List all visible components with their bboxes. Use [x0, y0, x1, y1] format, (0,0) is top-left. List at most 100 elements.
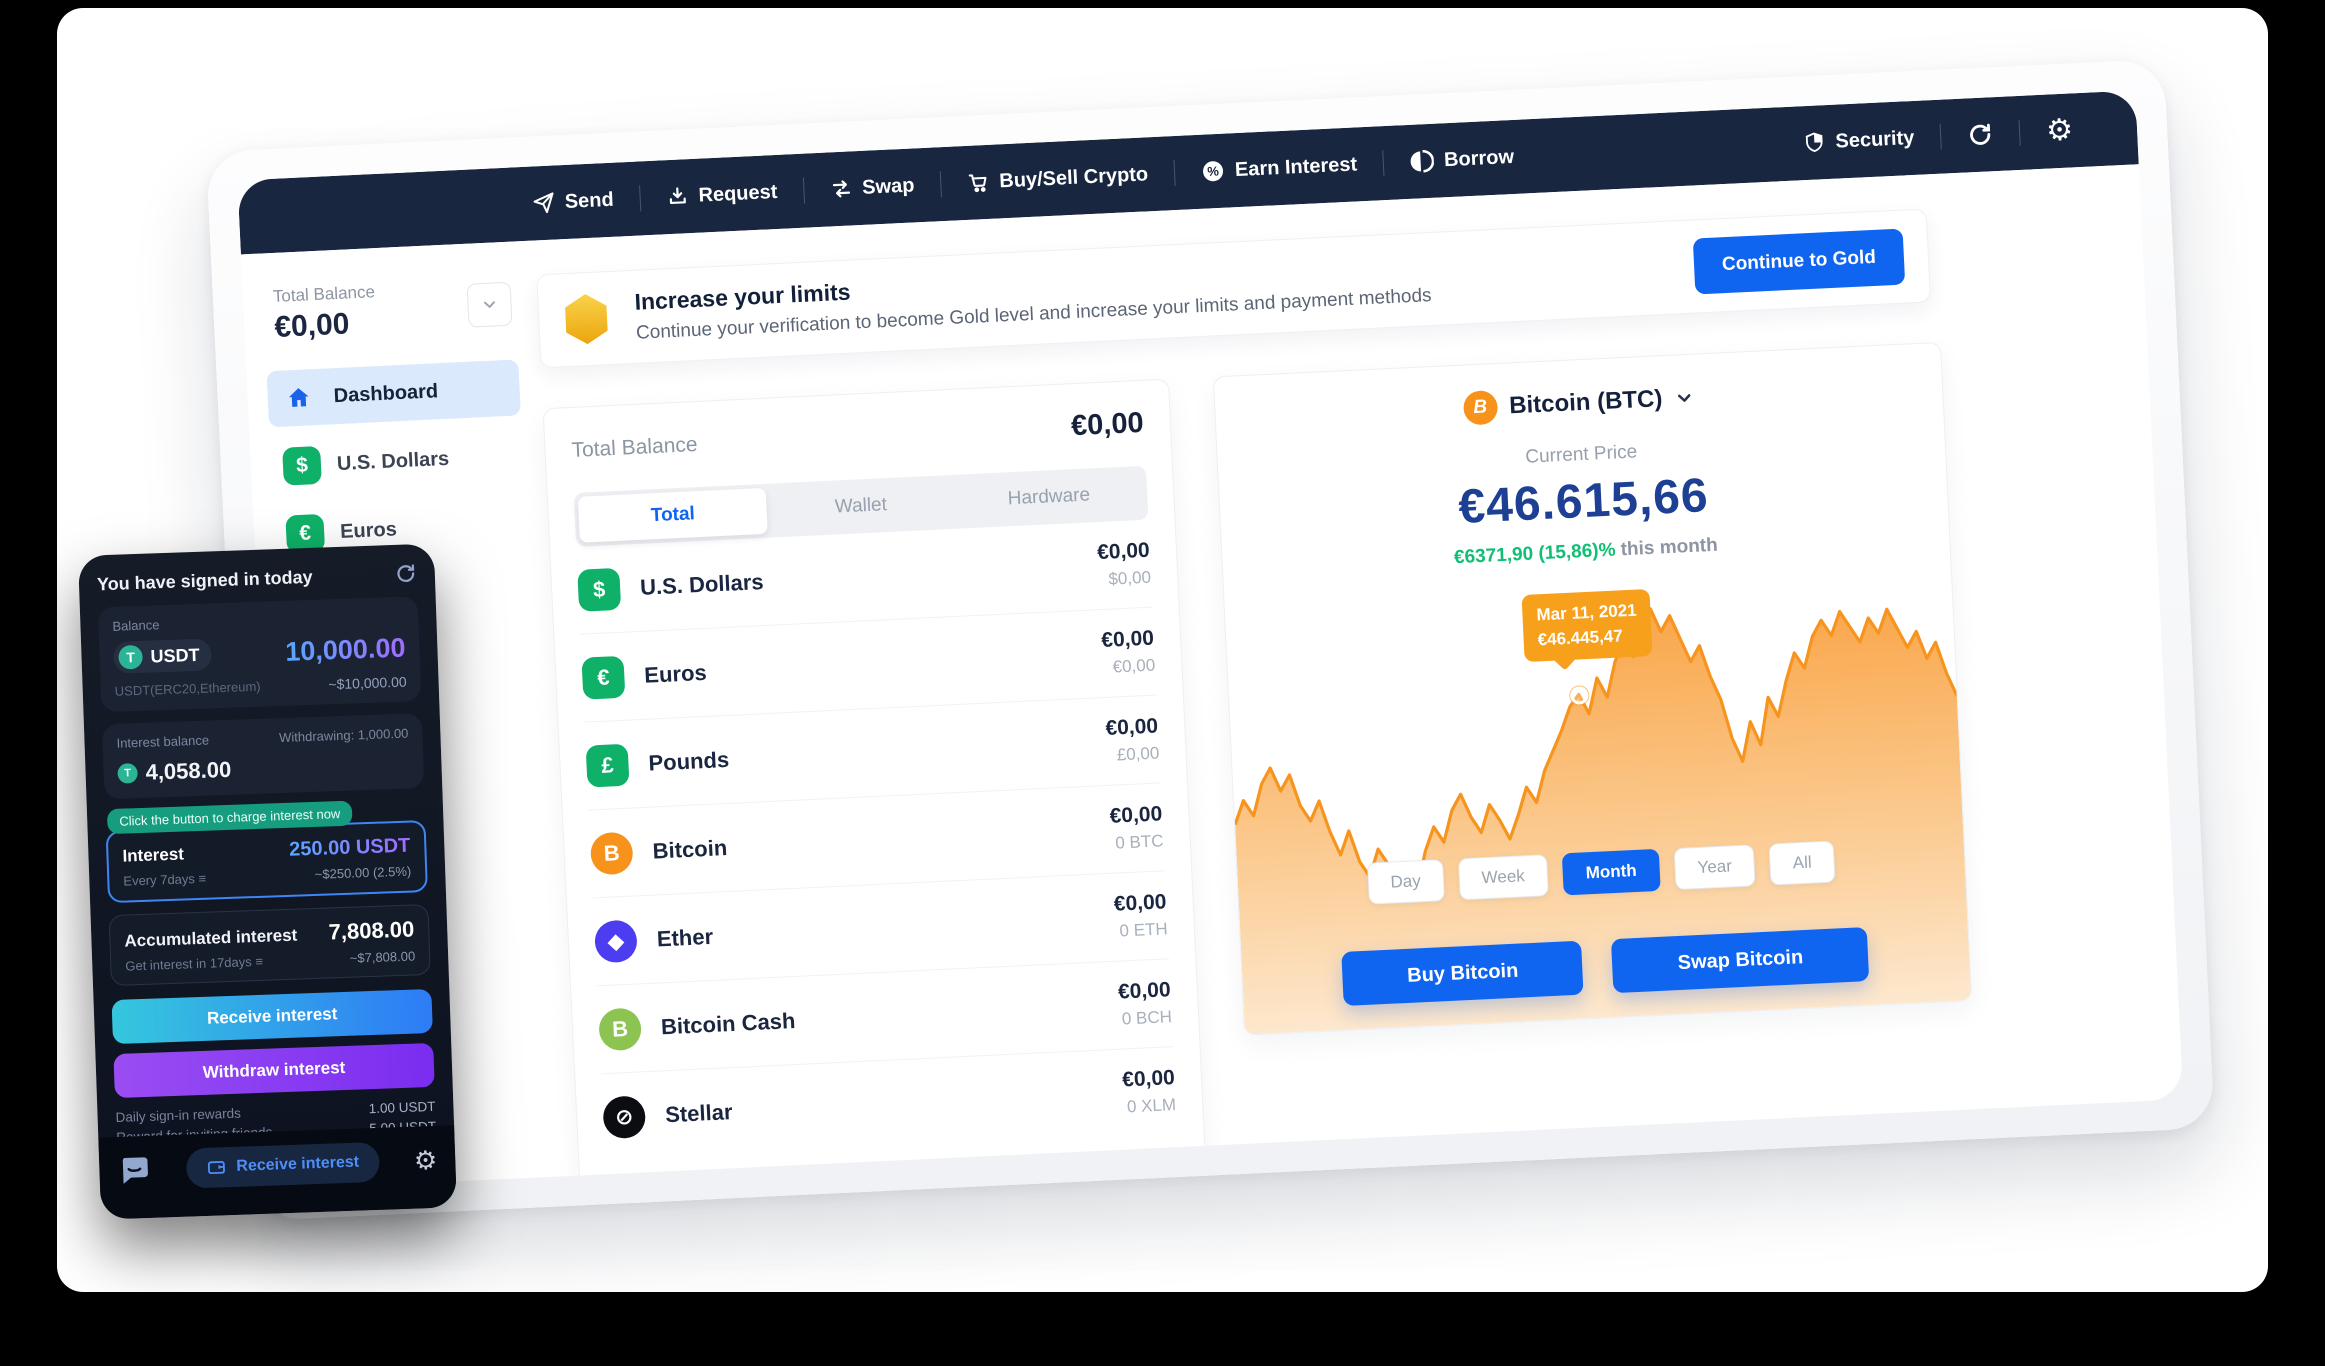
- period-all[interactable]: All: [1768, 840, 1836, 886]
- top-nav: Send Request Swap: [237, 90, 2139, 255]
- withdrawing-label: Withdrawing: 1,000.00: [278, 725, 409, 746]
- accumulated-period: Get interest in 17days ≡: [125, 953, 264, 974]
- cart-icon: [967, 171, 990, 194]
- refresh-icon: [1967, 121, 1994, 148]
- interest-value: 250.00 USDT: [288, 834, 411, 861]
- gear-icon[interactable]: ⚙: [413, 1144, 438, 1176]
- top-nav-actions: Send Request Swap: [506, 143, 1540, 218]
- chat-icon[interactable]: [117, 1153, 152, 1188]
- price-change-value: €6371,90 (15,86)%: [1453, 539, 1616, 569]
- sidebar-item-label: Dashboard: [333, 379, 439, 407]
- sidebar-menu: Dashboard $ U.S. Dollars € Euros £ Pou: [266, 359, 533, 699]
- tether-icon: T: [117, 763, 138, 784]
- sidebar-item-us-dollars[interactable]: $ U.S. Dollars: [270, 427, 524, 495]
- nav-buy-sell-crypto[interactable]: Buy/Sell Crypto: [941, 162, 1175, 196]
- borrow-icon: [1410, 149, 1435, 174]
- fiat-equivalent: ~$10,000.00: [328, 673, 407, 693]
- chevron-down-icon: [483, 301, 495, 308]
- desktop-app-window: Send Request Swap: [206, 58, 2215, 1221]
- nav-swap-label: Swap: [861, 173, 915, 199]
- refresh-icon[interactable]: [394, 562, 417, 585]
- tab-hardware[interactable]: Hardware: [1007, 484, 1091, 510]
- nav-request[interactable]: Request: [640, 179, 804, 210]
- sidebar-item-label: U.S. Dollars: [336, 447, 450, 475]
- accumulated-title: Accumulated interest: [124, 925, 298, 951]
- period-month[interactable]: Month: [1561, 848, 1661, 896]
- main-content: Increase your limits Continue your verif…: [535, 174, 1978, 1190]
- asset-symbol: USDT: [150, 644, 200, 667]
- app-frame: Send Request Swap: [237, 90, 2184, 1190]
- accumulated-value: 7,808.00: [328, 916, 415, 945]
- nav-send[interactable]: Send: [506, 187, 640, 216]
- coin-name: Bitcoin (BTC): [1508, 385, 1664, 420]
- nav-buy-sell-label: Buy/Sell Crypto: [998, 162, 1149, 192]
- period-year[interactable]: Year: [1673, 844, 1756, 891]
- nav-swap[interactable]: Swap: [804, 173, 941, 202]
- bitcoin-icon: B: [589, 831, 634, 876]
- chevron-down-icon: [1677, 394, 1691, 402]
- request-icon: [666, 185, 689, 208]
- nav-borrow[interactable]: Borrow: [1384, 144, 1541, 175]
- nav-borrow-label: Borrow: [1443, 145, 1515, 171]
- bottom-receive-interest-button[interactable]: Receive interest: [185, 1141, 380, 1189]
- app-body: Total Balance €0,00 Dashboard: [240, 164, 2184, 1190]
- svg-text:%: %: [1207, 163, 1220, 179]
- settings-button[interactable]: ⚙: [2020, 113, 2100, 148]
- total-balance-value: €0,00: [273, 307, 351, 344]
- receive-interest-button[interactable]: Receive interest: [111, 988, 433, 1045]
- continue-to-gold-button[interactable]: Continue to Gold: [1692, 228, 1906, 295]
- balance-panel: Total Balance €0,00 Total Wallet Hardwar…: [542, 378, 1208, 1190]
- period-week[interactable]: Week: [1457, 854, 1549, 901]
- interest-balance-card: Interest balance Withdrawing: 1,000.00 T…: [101, 713, 425, 800]
- interest-fiat: ~$250.00 (2.5%): [314, 863, 412, 882]
- balance-card: Balance T USDT 10,000.00 USDT(ERC20,Ethe…: [97, 596, 422, 713]
- nav-earn-interest[interactable]: % Earn Interest: [1175, 151, 1384, 185]
- gear-icon: ⚙: [2045, 113, 2074, 148]
- wallet-icon: [206, 1157, 227, 1178]
- price-chart[interactable]: Mar 11, 2021 €46.445,47: [1223, 549, 1972, 1035]
- nav-earn-label: Earn Interest: [1234, 152, 1358, 181]
- tab-total[interactable]: Total: [577, 487, 768, 543]
- refresh-button[interactable]: [1941, 120, 2020, 150]
- phone-frame: You have signed in today Balance T USDT …: [78, 543, 457, 1220]
- balance-collapse-button[interactable]: [466, 281, 513, 328]
- mobile-app-overlay: You have signed in today Balance T USDT …: [69, 543, 457, 1220]
- nav-request-label: Request: [697, 180, 778, 207]
- swap-icon: [830, 177, 853, 200]
- panel-title: Total Balance: [571, 432, 699, 462]
- coin-selector[interactable]: B Bitcoin (BTC): [1215, 369, 1943, 437]
- buy-bitcoin-button[interactable]: Buy Bitcoin: [1341, 940, 1584, 1006]
- period-day[interactable]: Day: [1366, 859, 1445, 905]
- chart-area-fill: [1234, 608, 1972, 1035]
- sidebar-total-balance: Total Balance €0,00: [272, 282, 377, 345]
- bitcoin-cash-icon: B: [598, 1006, 643, 1051]
- signin-status: You have signed in today: [96, 566, 313, 594]
- nav-security-label: Security: [1834, 126, 1915, 153]
- dollar-icon: $: [282, 445, 322, 486]
- nav-send-label: Send: [564, 188, 615, 213]
- asset-selector[interactable]: T USDT: [113, 638, 213, 674]
- panel-total-value: €0,00: [1070, 406, 1145, 443]
- nav-security[interactable]: Security: [1777, 125, 1941, 156]
- price-line: [1226, 594, 1965, 902]
- accumulated-interest-card: Accumulated interest 7,808.00 Get intere…: [108, 903, 431, 987]
- accumulated-fiat: ~$7,808.00: [349, 948, 416, 966]
- withdraw-interest-button[interactable]: Withdraw interest: [113, 1042, 435, 1099]
- tether-icon: T: [118, 644, 143, 670]
- euro-icon: €: [581, 655, 626, 700]
- limits-banner: Increase your limits Continue your verif…: [536, 208, 1932, 369]
- tab-wallet[interactable]: Wallet: [834, 494, 888, 518]
- sidebar-item-dashboard[interactable]: Dashboard: [266, 359, 521, 428]
- pound-icon: £: [585, 743, 630, 788]
- chart-tooltip: Mar 11, 2021 €46.445,47: [1521, 589, 1653, 663]
- asset-list: $ U.S. Dollars €0,00 $0,00 € Euros €0,00 €…: [576, 519, 1177, 1161]
- send-icon: [532, 192, 555, 215]
- home-icon: [279, 378, 319, 418]
- stellar-icon: ⊘: [602, 1094, 647, 1139]
- shield-icon: [1803, 131, 1826, 154]
- price-chart-svg: [1223, 549, 1972, 1035]
- chart-panel: B Bitcoin (BTC) Current Price €46.615,66…: [1212, 341, 1973, 1036]
- dollar-icon: $: [577, 567, 622, 612]
- phone-bottom-bar: Receive interest ⚙: [98, 1125, 457, 1220]
- sidebar-item-label: Euros: [339, 517, 398, 543]
